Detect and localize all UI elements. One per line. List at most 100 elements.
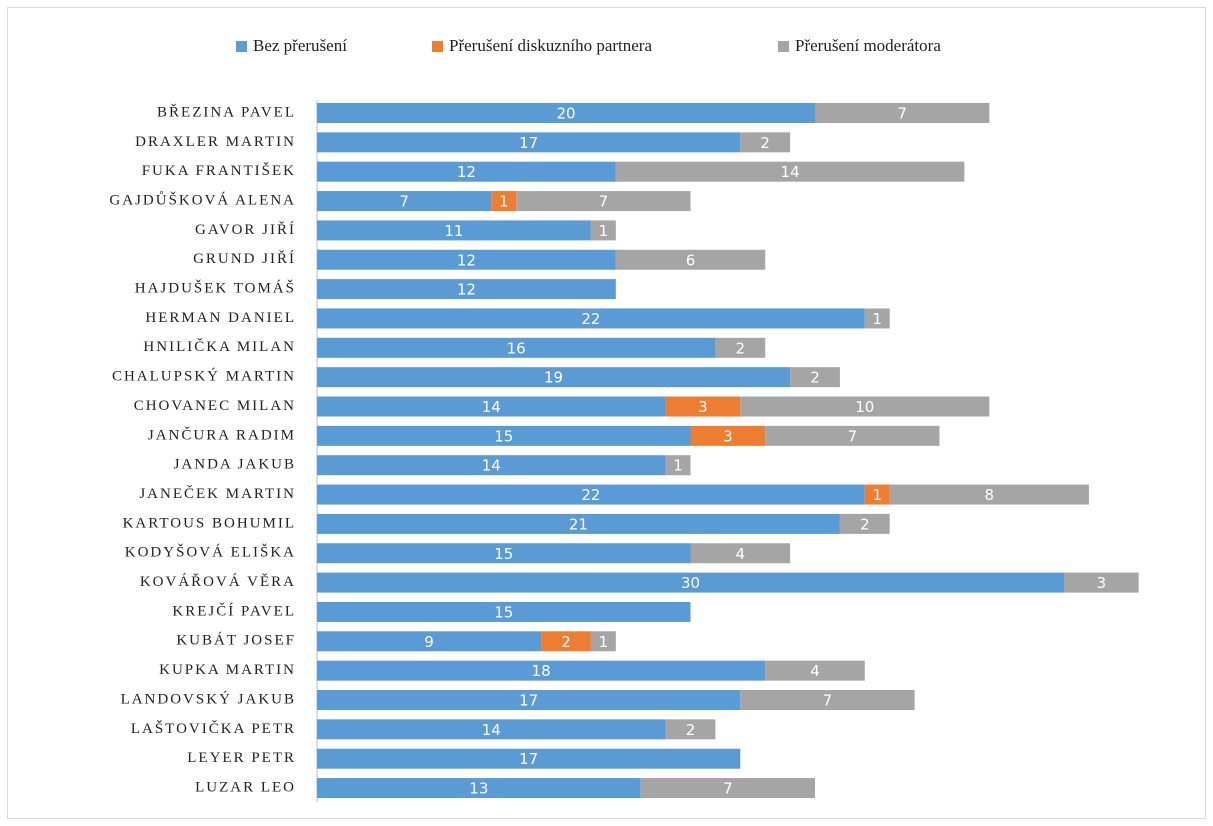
bar-segment	[665, 719, 716, 740]
category-label: LAŠTOVIČKA PETR	[131, 720, 296, 737]
bar-segment	[665, 396, 741, 417]
bar-segment	[765, 425, 940, 446]
bar-segment	[317, 191, 492, 212]
bar-segment	[815, 103, 990, 123]
data-label: 7	[399, 193, 409, 211]
data-label: 1	[499, 193, 509, 211]
category-label: KODYŠOVÁ ELIŠKA	[125, 544, 296, 561]
data-label: 17	[519, 692, 538, 710]
data-label: 2	[561, 633, 571, 651]
bar-segment	[317, 367, 791, 388]
data-label: 14	[781, 163, 800, 181]
category-label: LANDOVSKÝ JAKUB	[121, 690, 296, 707]
bar-segment	[615, 161, 965, 182]
bar-segment	[640, 778, 815, 799]
data-label: 22	[581, 310, 600, 328]
legend-label: Přerušení diskuzního partnera	[449, 36, 652, 55]
data-label: 15	[494, 545, 513, 563]
data-label: 14	[482, 398, 501, 416]
data-label: 2	[810, 369, 820, 387]
data-label: 14	[482, 457, 501, 475]
bar-segment	[317, 484, 865, 505]
legend-swatch	[778, 41, 789, 52]
data-label: 12	[457, 163, 476, 181]
category-label: KUPKA MARTIN	[159, 662, 296, 678]
category-label: HNILIČKA MILAN	[143, 338, 296, 355]
bar-segment	[864, 484, 890, 505]
data-label: 12	[457, 251, 476, 269]
data-label: 30	[681, 574, 700, 592]
data-label: 18	[532, 662, 551, 680]
data-label: 8	[985, 486, 995, 504]
data-label: 1	[673, 457, 683, 475]
data-label: 17	[519, 750, 538, 768]
category-label: LUZAR LEO	[195, 779, 296, 795]
category-label: LEYER PETR	[187, 750, 296, 766]
bar-segment	[317, 308, 865, 329]
bar-segment	[765, 660, 865, 681]
data-label: 22	[581, 486, 600, 504]
bar-segment	[715, 337, 766, 358]
data-label: 7	[599, 193, 609, 211]
category-label: GAJDŮŠKOVÁ ALENA	[109, 190, 296, 208]
data-label: 3	[723, 427, 733, 445]
bar-segment	[541, 631, 591, 652]
bar-segment	[317, 631, 542, 652]
data-label: 20	[556, 105, 575, 123]
data-label: 4	[736, 545, 746, 563]
category-label: GAVOR JIŘÍ	[195, 221, 296, 238]
bar-segment	[590, 631, 616, 652]
data-label: 17	[519, 134, 538, 152]
bar-segment	[1064, 572, 1139, 593]
data-label: 11	[444, 222, 463, 240]
bar-segment	[317, 690, 741, 710]
category-label: DRAXLER MARTIN	[135, 134, 296, 150]
bar-segment	[317, 513, 840, 534]
category-label: BŘEZINA PAVEL	[157, 103, 296, 120]
data-label: 1	[872, 486, 882, 504]
data-label: 16	[507, 339, 526, 357]
bar-segment	[740, 690, 915, 710]
data-label: 1	[599, 633, 609, 651]
data-label: 7	[823, 692, 833, 710]
data-label: 19	[544, 369, 563, 387]
category-label: HERMAN DANIEL	[145, 310, 296, 326]
bar-segment	[317, 719, 666, 740]
data-label: 14	[482, 721, 501, 739]
bar-segment	[317, 161, 616, 182]
legend-label: Přerušení moderátora	[795, 36, 941, 55]
category-label: KOVÁŘOVÁ VĚRA	[140, 573, 296, 590]
bar-segment	[317, 778, 641, 799]
data-label: 21	[569, 515, 588, 533]
data-label: 2	[686, 721, 696, 739]
data-label: 6	[686, 251, 696, 269]
category-label: JANEČEK MARTIN	[139, 485, 296, 502]
bar-segment	[690, 543, 791, 564]
bar-segment	[615, 249, 766, 270]
bar-segment	[889, 484, 1089, 505]
data-label: 1	[599, 222, 609, 240]
bar-segment	[740, 396, 990, 417]
bar-segment	[665, 455, 691, 476]
legend-swatch	[236, 41, 247, 52]
category-label: FUKA FRANTIŠEK	[142, 162, 296, 179]
category-label: KARTOUS BOHUMIL	[123, 515, 296, 531]
category-label: KUBÁT JOSEF	[176, 632, 296, 649]
bar-segment	[864, 308, 890, 329]
data-label: 7	[723, 780, 733, 798]
category-label: JANČURA RADIM	[148, 426, 296, 443]
bar-segment	[317, 543, 691, 564]
category-label: HAJDUŠEK TOMÁŠ	[135, 280, 296, 297]
bar-segment	[516, 191, 691, 212]
bar-segment	[317, 279, 616, 300]
data-label: 3	[1097, 574, 1107, 592]
bar-segment	[317, 249, 616, 270]
data-label: 15	[494, 603, 513, 621]
category-label: JANDA JAKUB	[174, 457, 296, 473]
bar-segment	[839, 513, 890, 534]
bar-segment	[317, 132, 741, 153]
data-label: 15	[494, 427, 513, 445]
data-label: 7	[897, 105, 907, 123]
data-label: 13	[469, 780, 488, 798]
